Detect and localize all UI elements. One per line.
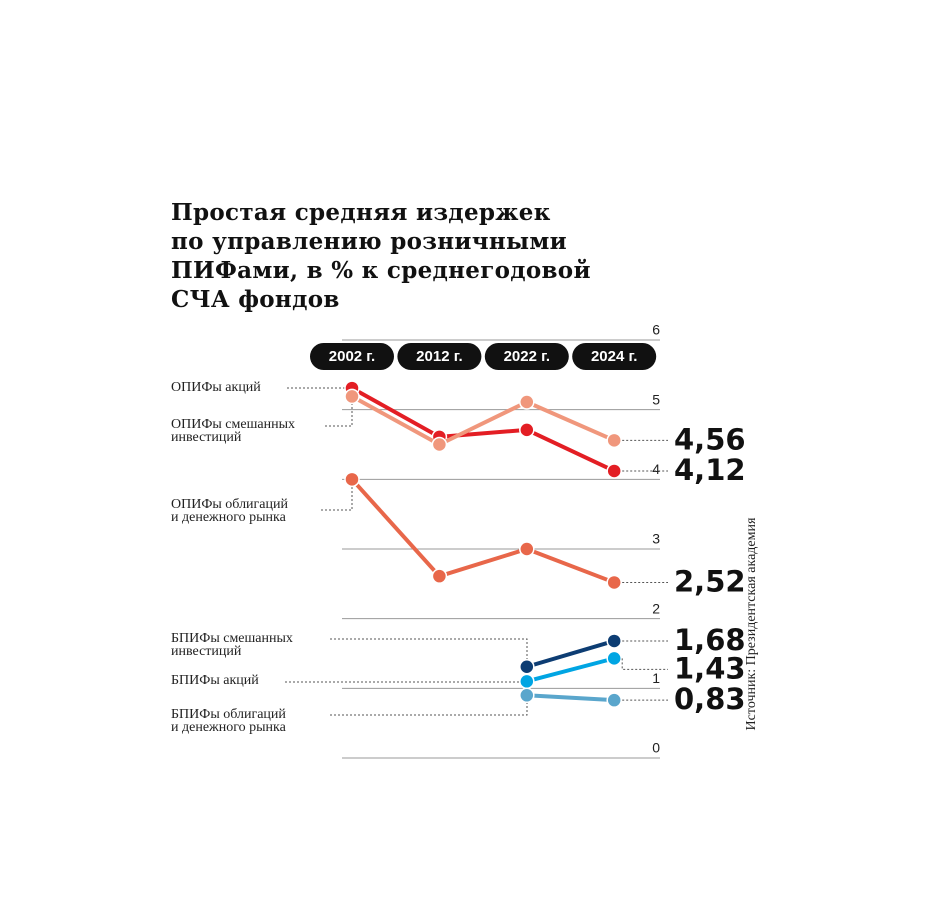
x-tick-label: 2022 г. <box>504 348 550 365</box>
data-point <box>606 692 622 708</box>
data-point <box>519 658 535 675</box>
data-point <box>606 633 622 649</box>
data-point <box>519 422 535 438</box>
y-tick-label: 2 <box>652 600 660 616</box>
series-line <box>351 386 616 473</box>
leader-line <box>330 702 528 716</box>
leader-line <box>321 486 353 511</box>
series-label: БПИФы смешанных инвестиций <box>171 631 293 659</box>
data-point <box>519 673 535 690</box>
source: Источник: Президентская академия <box>744 517 759 730</box>
x-tick-label: 2002 г. <box>329 348 375 365</box>
data-point <box>606 432 622 449</box>
category-pill <box>572 343 657 370</box>
data-point <box>606 463 622 479</box>
data-point <box>431 568 448 584</box>
x-tick-label: 2012 г. <box>416 348 462 365</box>
y-tick-label: 1 <box>652 670 660 686</box>
series-line <box>526 693 615 703</box>
series-line <box>526 656 615 684</box>
category-pill <box>484 343 569 370</box>
chart-title: Простая средняя издержек по управлению р… <box>171 199 591 313</box>
series-label: ОПИФы облигаций и денежного рынка <box>171 497 288 525</box>
data-point <box>606 574 622 591</box>
y-tick-label: 3 <box>652 531 660 547</box>
value-label: 1,68 <box>674 623 746 657</box>
data-point <box>344 471 360 488</box>
data-point <box>344 388 360 405</box>
value-label: 0,83 <box>674 682 746 716</box>
value-label: 4,56 <box>674 422 746 456</box>
y-tick-label: 0 <box>652 740 660 756</box>
data-point <box>519 541 535 557</box>
y-tick-label: 5 <box>652 391 660 407</box>
series-line <box>526 639 615 669</box>
y-tick-label: 6 <box>652 322 660 338</box>
data-point <box>431 436 448 453</box>
series-label: ОПИФы смешанных инвестиций <box>171 417 295 445</box>
series-label: БПИФы акций <box>171 673 259 688</box>
leader-line <box>330 638 528 660</box>
series-label: БПИФы облигаций и денежного рынка <box>171 707 286 735</box>
category-pill <box>397 343 482 370</box>
data-point <box>519 687 535 704</box>
value-leader <box>621 658 668 670</box>
series-label: ОПИФы акций <box>171 380 261 395</box>
data-point <box>519 394 535 410</box>
data-point <box>606 650 622 667</box>
y-tick-label: 4 <box>652 461 660 477</box>
value-label: 2,52 <box>674 564 746 598</box>
leader-line <box>325 403 353 427</box>
value-label: 4,12 <box>674 453 746 487</box>
series-line <box>351 394 616 447</box>
series-line <box>350 477 615 585</box>
x-tick-label: 2024 г. <box>591 348 637 365</box>
category-pill <box>310 343 394 370</box>
value-label: 1,43 <box>674 651 746 685</box>
